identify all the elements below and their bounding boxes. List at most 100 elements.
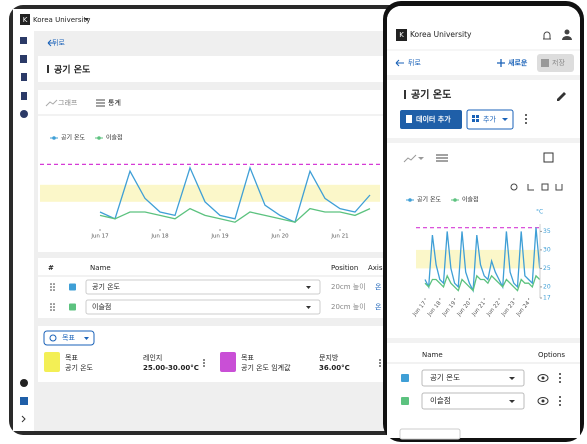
series-line [424, 227, 541, 294]
caret[interactable] [84, 18, 89, 21]
toolbar-graph[interactable]: 그래프 [58, 98, 78, 107]
title: 공기 온도 [411, 88, 451, 101]
goal-button[interactable] [43, 330, 95, 346]
logo-text: K [399, 31, 404, 39]
dropdown[interactable] [85, 279, 321, 295]
dropdown[interactable] [85, 299, 321, 315]
kebab[interactable] [559, 396, 561, 398]
kebab[interactable] [203, 362, 205, 364]
kebab[interactable] [559, 400, 561, 402]
goal-range: 25.00-30.00°C [143, 364, 199, 372]
names-card [387, 343, 580, 438]
color-square [401, 374, 409, 382]
kebab[interactable] [559, 373, 561, 375]
kebab[interactable] [525, 114, 527, 124]
drag-handle[interactable] [50, 303, 52, 305]
edit[interactable] [557, 92, 566, 101]
partial-button[interactable] [399, 428, 461, 440]
goal-button-text[interactable]: 목표 [62, 334, 75, 342]
goal-range-label: 레인지 [143, 353, 162, 362]
stats-icon[interactable] [96, 99, 105, 107]
row-name: 이슬점 [430, 395, 451, 405]
y-tick-label: 30 [543, 246, 551, 253]
thermometer [47, 65, 49, 73]
save-button[interactable] [537, 54, 574, 72]
add-data[interactable]: 데이터 추가 [416, 115, 451, 124]
eye[interactable] [537, 397, 549, 405]
save[interactable]: 저장 [552, 58, 565, 67]
title-card [38, 56, 423, 82]
drag-handle[interactable] [53, 303, 55, 305]
drag-handle[interactable] [53, 286, 55, 288]
caret [84, 337, 89, 340]
bell[interactable] [543, 31, 551, 40]
caret [418, 157, 424, 160]
drag-handle[interactable] [53, 309, 55, 311]
toolbar-stats[interactable]: 통계 [108, 98, 121, 107]
drag-handle[interactable] [53, 289, 55, 291]
kebab[interactable] [379, 359, 381, 361]
drag-handle[interactable] [50, 306, 52, 308]
kebab[interactable] [203, 359, 205, 361]
kebab[interactable] [203, 365, 205, 367]
add-button[interactable] [466, 109, 514, 130]
th: Name [90, 264, 111, 272]
kebab[interactable] [379, 365, 381, 367]
caret [502, 118, 508, 121]
row-position: 20cm 높이 [331, 302, 366, 311]
stats-icon[interactable] [436, 154, 448, 162]
plus[interactable] [497, 59, 505, 67]
sidebar [13, 31, 34, 431]
color-square [69, 283, 76, 291]
th: # [48, 264, 54, 272]
caret [509, 377, 515, 380]
kebab[interactable] [559, 377, 561, 379]
drag-handle[interactable] [50, 283, 52, 285]
row-position: 20cm 높이 [331, 282, 366, 291]
drag-handle[interactable] [53, 283, 55, 285]
sidebar-icons[interactable] [20, 37, 28, 423]
drag-handle[interactable] [53, 306, 55, 308]
save-icon [541, 59, 549, 67]
th: Position [331, 264, 358, 272]
y-tick-label: 17 [543, 295, 551, 302]
kebab[interactable] [379, 362, 381, 364]
eye-pupil [541, 376, 545, 380]
graph-icon[interactable] [45, 99, 58, 107]
grid-icon [472, 115, 479, 122]
brand: Korea University [410, 30, 472, 39]
y-tick-label: 25 [543, 265, 551, 272]
user[interactable] [564, 29, 570, 35]
drag-handle[interactable] [50, 286, 52, 288]
back[interactable]: 뒤로 [52, 39, 65, 47]
goal-name: 공기 온도 [65, 363, 94, 372]
dropdown[interactable] [421, 369, 525, 387]
add[interactable]: 추가 [483, 115, 496, 124]
eye-pupil [541, 399, 545, 403]
back-arrow[interactable] [47, 39, 56, 47]
user[interactable] [562, 36, 572, 40]
goal-icon [49, 334, 57, 342]
target-band [40, 184, 380, 202]
x-tick-label: Jun 19 [210, 234, 229, 240]
legend-label: 공기 온도 [61, 134, 85, 142]
legend-dot [408, 198, 412, 202]
graph-icon[interactable] [403, 154, 417, 163]
phone-header [387, 6, 580, 75]
dropdown[interactable] [421, 392, 525, 410]
y-tick-label: 20 [543, 283, 551, 290]
chart-tools[interactable] [510, 183, 563, 191]
new[interactable]: 새로운 [508, 58, 528, 67]
add-data-button[interactable] [400, 110, 462, 129]
back[interactable]: 뒤로 [408, 59, 421, 67]
logo [396, 29, 407, 41]
kebab[interactable] [559, 381, 561, 383]
drag-handle[interactable] [50, 309, 52, 311]
drag-handle[interactable] [50, 289, 52, 291]
color-square [69, 303, 76, 311]
back-arrow[interactable] [395, 59, 404, 67]
kebab[interactable] [559, 404, 561, 406]
x-tick-label: Jun 18 [150, 234, 169, 240]
eye[interactable] [537, 374, 549, 382]
calendar[interactable] [543, 152, 554, 163]
